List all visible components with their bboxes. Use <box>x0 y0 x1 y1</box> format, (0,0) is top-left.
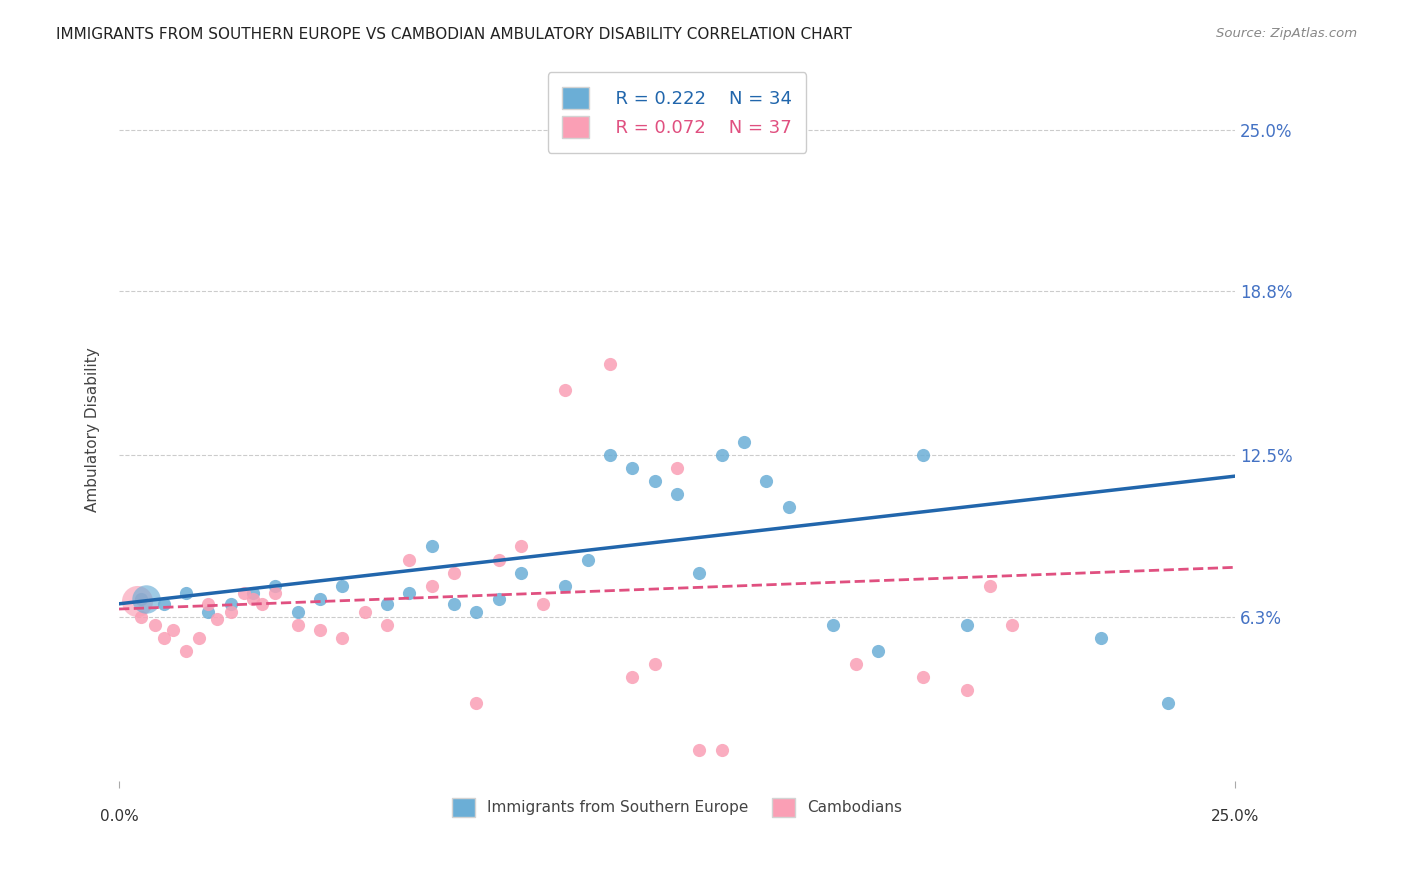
Text: Source: ZipAtlas.com: Source: ZipAtlas.com <box>1216 27 1357 40</box>
Point <box>174 586 197 600</box>
Point <box>688 566 710 580</box>
Point <box>309 591 332 606</box>
Point <box>242 591 264 606</box>
Point <box>599 448 621 462</box>
Point <box>152 597 174 611</box>
Point <box>599 357 621 371</box>
Point <box>621 461 644 475</box>
Point <box>207 612 229 626</box>
Point <box>398 552 420 566</box>
Point <box>778 500 800 515</box>
Point <box>956 682 979 697</box>
Y-axis label: Ambulatory Disability: Ambulatory Disability <box>86 347 100 512</box>
Point <box>264 586 287 600</box>
Point <box>644 475 666 489</box>
Point <box>509 540 531 554</box>
Point <box>666 461 689 475</box>
Point <box>911 448 934 462</box>
Point <box>264 578 287 592</box>
Point <box>866 644 889 658</box>
Point <box>1090 631 1112 645</box>
Point <box>125 594 148 608</box>
Point <box>1001 617 1024 632</box>
Point <box>135 591 157 606</box>
Point <box>554 383 576 397</box>
Point <box>375 617 398 632</box>
Point <box>823 617 845 632</box>
Point <box>1157 696 1180 710</box>
Point <box>509 566 531 580</box>
Point <box>197 597 219 611</box>
Text: 0.0%: 0.0% <box>100 809 138 824</box>
Point <box>845 657 868 671</box>
Point <box>710 448 733 462</box>
Point <box>554 578 576 592</box>
Point <box>233 586 256 600</box>
Point <box>174 644 197 658</box>
Point <box>287 605 309 619</box>
Point <box>131 591 153 606</box>
Point <box>219 597 242 611</box>
Point <box>197 605 219 619</box>
Point <box>398 586 420 600</box>
Point <box>353 605 375 619</box>
Point <box>465 696 488 710</box>
Point <box>576 552 599 566</box>
Point <box>465 605 488 619</box>
Point <box>287 617 309 632</box>
Point <box>131 610 153 624</box>
Point <box>242 586 264 600</box>
Point <box>531 597 554 611</box>
Point <box>162 623 184 637</box>
Text: IMMIGRANTS FROM SOUTHERN EUROPE VS CAMBODIAN AMBULATORY DISABILITY CORRELATION C: IMMIGRANTS FROM SOUTHERN EUROPE VS CAMBO… <box>56 27 852 42</box>
Point <box>621 670 644 684</box>
Point <box>710 743 733 757</box>
Point <box>152 631 174 645</box>
Point <box>143 617 166 632</box>
Point <box>755 475 778 489</box>
Point <box>420 540 443 554</box>
Point <box>666 487 689 501</box>
Point <box>443 566 465 580</box>
Point <box>443 597 465 611</box>
Point <box>309 623 332 637</box>
Point <box>733 435 755 450</box>
Point <box>375 597 398 611</box>
Point <box>911 670 934 684</box>
Point <box>488 591 510 606</box>
Point <box>644 657 666 671</box>
Legend: Immigrants from Southern Europe, Cambodians: Immigrants from Southern Europe, Cambodi… <box>446 792 908 822</box>
Point <box>330 631 353 645</box>
Point <box>420 578 443 592</box>
Point <box>979 578 1001 592</box>
Point <box>488 552 510 566</box>
Text: 25.0%: 25.0% <box>1211 809 1260 824</box>
Point <box>956 617 979 632</box>
Point <box>330 578 353 592</box>
Point <box>219 605 242 619</box>
Point <box>188 631 211 645</box>
Point <box>250 597 273 611</box>
Point <box>688 743 710 757</box>
